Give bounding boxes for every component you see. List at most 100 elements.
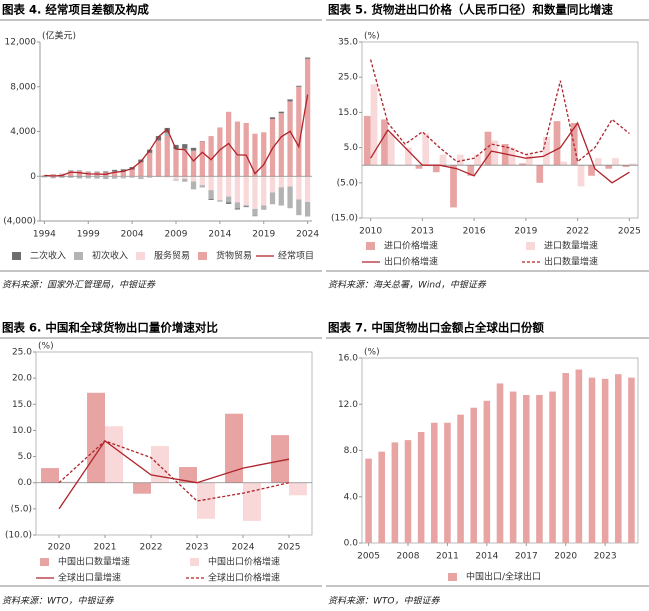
x-tick-label: 2008 (397, 552, 420, 562)
bar (474, 154, 481, 166)
bar (197, 482, 215, 519)
bar (508, 147, 516, 166)
bar-segment (234, 208, 241, 210)
source: 资料来源：国家外汇管理局，中银证券 (2, 280, 156, 291)
legend-swatch (136, 252, 145, 260)
bar (133, 482, 151, 494)
y-tick-label: 12.0 (338, 400, 358, 410)
bar-segment (85, 176, 91, 179)
bar-segment (111, 169, 118, 172)
panel-title: 图表 5. 货物进出口价格（人民币口径）和数量同比增速 (328, 3, 613, 17)
legend-label: 货物贸易 (216, 250, 252, 262)
x-tick-label: 2020 (48, 543, 71, 553)
bar-segment (76, 176, 83, 179)
y-tick-label: 8.0 (344, 446, 359, 456)
legend-label: 中国出口价格增速 (208, 556, 280, 568)
bar (415, 165, 423, 169)
bar (588, 377, 596, 543)
bar (391, 442, 399, 543)
bar-segment (68, 171, 74, 177)
x-tick-label: 2022 (140, 543, 163, 553)
bar (615, 374, 622, 543)
bar-segment (50, 176, 56, 179)
bar-segment (287, 176, 293, 187)
bar (404, 440, 412, 543)
bar-segment (261, 205, 267, 210)
bar (523, 395, 530, 543)
unit-label: (%) (364, 348, 380, 358)
bar-segment (182, 178, 188, 182)
bar-segment (94, 171, 100, 173)
bar-segment (234, 121, 241, 177)
bar (225, 413, 243, 483)
bar-segment (199, 141, 205, 177)
legend-swatch (74, 252, 83, 260)
bar (553, 121, 561, 166)
bar-segment (243, 205, 249, 207)
bar (562, 373, 569, 543)
legend-swatch (12, 252, 21, 260)
bar (363, 115, 371, 166)
bar (484, 131, 492, 166)
bar-segment (68, 170, 74, 172)
bar-segment (278, 113, 284, 177)
bar-segment (59, 176, 65, 178)
bar-segment (190, 181, 197, 190)
bar-segment (278, 111, 284, 114)
x-tick-label: 2019 (514, 227, 537, 237)
bar-segment (155, 141, 162, 177)
bar (491, 140, 499, 166)
x-tick-label: 2020 (554, 552, 577, 562)
bar-segment (208, 190, 214, 199)
legend-label: 中国出口/全球出口 (466, 571, 541, 583)
bar-segment (278, 176, 284, 188)
bar-segment (287, 101, 293, 177)
y-tick-label: 12,000 (5, 38, 37, 48)
bar-segment (217, 127, 223, 177)
bar-segment (304, 58, 311, 177)
bar-segment (129, 176, 135, 178)
bar-segment (111, 171, 118, 177)
bar-segment (173, 179, 179, 181)
bar-segment (111, 177, 118, 179)
bar (601, 378, 609, 543)
bar (431, 422, 438, 543)
bar-segment (182, 144, 188, 149)
bar (622, 165, 630, 167)
bar (501, 144, 509, 166)
bar-segment (261, 176, 267, 206)
bar-segment (287, 99, 293, 102)
bar (467, 165, 475, 176)
bar (549, 391, 556, 543)
bar-segment (208, 198, 214, 200)
bar-segment (217, 176, 223, 201)
y-tick-label: 20.0 (12, 374, 32, 384)
bar (151, 446, 169, 483)
y-tick-label: 5.0 (18, 452, 33, 462)
bar (628, 377, 635, 543)
y-tick-label: 4,000 (10, 127, 36, 137)
bar-segment (252, 208, 258, 216)
bar-segment (269, 192, 276, 205)
x-tick-label: 2024 (296, 230, 319, 240)
bar-segment (296, 199, 302, 216)
unit-label: (%) (38, 342, 54, 352)
y-tick-label: 8,000 (10, 82, 36, 92)
bar-segment (278, 187, 284, 206)
bar-segment (269, 176, 276, 193)
bar-segment (164, 176, 170, 178)
bar-segment (252, 133, 258, 177)
bar-segment (190, 147, 197, 151)
legend-label: 进口数量增速 (544, 240, 598, 252)
bar (496, 383, 504, 543)
y-tick-label: 35.0 (338, 38, 358, 48)
bar (519, 163, 526, 166)
x-tick-label: 2011 (436, 552, 459, 562)
x-tick-label: 2014 (475, 552, 498, 562)
bar (405, 147, 412, 166)
bar (612, 158, 619, 166)
plot-frame (35, 351, 313, 536)
bar-segment (296, 176, 302, 200)
source: 资料来源：WTO，中银证券 (328, 596, 440, 607)
bar (179, 467, 197, 483)
